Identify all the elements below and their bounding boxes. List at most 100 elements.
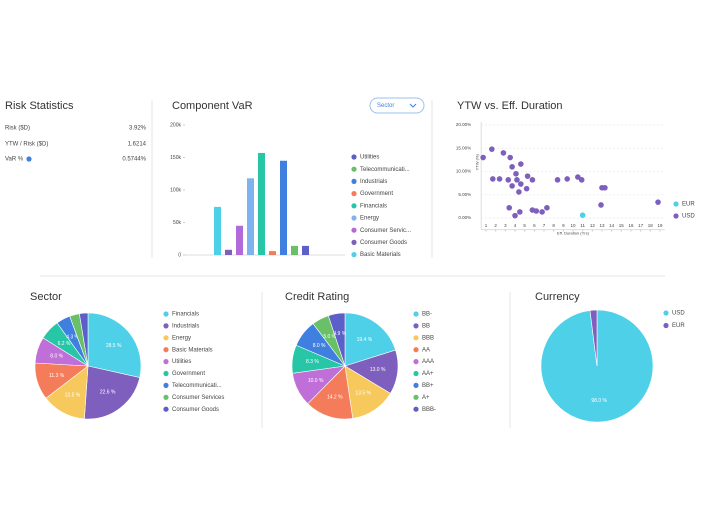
slice-label: 4.3 % [66, 334, 79, 340]
slice-label: 8.0 % [50, 353, 63, 359]
x-tick-label: 3 [504, 223, 507, 228]
slice-label: 13.0 % [370, 367, 386, 373]
chart-title: YTW vs. Eff. Duration [457, 100, 563, 112]
bar [247, 178, 254, 255]
legend-swatch [413, 394, 419, 400]
legend-label: USD [682, 214, 695, 220]
slice-label: 14.2 % [327, 395, 343, 401]
legend-label: USD [672, 311, 685, 317]
y-tick-label: 100k [170, 187, 181, 193]
legend-swatch [163, 359, 169, 365]
slice-label: 11.3 % [49, 373, 65, 379]
bar [291, 245, 298, 255]
scatter-point [517, 209, 523, 215]
scatter-point [529, 177, 536, 183]
scatter-point [513, 171, 519, 177]
x-tick-label: 11 [580, 223, 585, 228]
stat-label: Risk ($D) [5, 126, 30, 132]
scatter-point [533, 208, 540, 214]
legend-swatch [673, 213, 679, 219]
scatter-point [507, 154, 513, 161]
y-tick-label: 150k [170, 155, 181, 161]
x-tick-label: 17 [638, 223, 644, 228]
scatter-point [598, 202, 604, 208]
legend-swatch [351, 252, 357, 258]
scatter-point [575, 174, 581, 180]
slice-label: 22.6 % [100, 390, 116, 396]
legend-swatch [413, 406, 419, 412]
scatter-point [512, 212, 518, 219]
legend-swatch [413, 370, 419, 377]
scatter-point [509, 164, 515, 170]
legend-label: Basic Materials [172, 347, 213, 353]
scatter-point [516, 189, 522, 195]
legend-label: BBB- [422, 407, 436, 413]
scatter-point [489, 176, 496, 182]
legend-label: AA+ [422, 371, 434, 377]
scatter-point [496, 176, 503, 182]
legend-label: Utilities [172, 359, 191, 365]
dropdown-label[interactable]: Sector [377, 103, 394, 109]
pie-slice [589, 309, 598, 367]
slice-label: 19.4 % [357, 337, 373, 343]
scatter-point [506, 204, 513, 211]
stat-value: 1.6214 [128, 142, 147, 148]
legend-swatch [673, 201, 679, 207]
legend-swatch [413, 347, 419, 353]
legend-swatch [351, 239, 357, 245]
legend-label: Energy [360, 216, 379, 222]
x-tick-label: 16 [628, 223, 634, 228]
legend-label: Government [360, 191, 393, 197]
scatter-point [514, 177, 520, 183]
scatter-point [578, 177, 585, 183]
y-tick-label: 0 [178, 252, 181, 258]
scatter-point [579, 212, 586, 218]
y-axis-label: YTW (%) [474, 154, 479, 171]
legend-swatch [351, 166, 357, 172]
dropdown[interactable] [369, 97, 425, 114]
legend-swatch [351, 178, 357, 184]
pie-slice [79, 312, 89, 367]
x-tick-label: 10 [570, 223, 576, 228]
x-tick-label: 1 [485, 223, 488, 228]
chart-title: Credit Rating [285, 291, 349, 303]
legend-label: AA [422, 347, 430, 353]
legend-swatch [351, 154, 357, 160]
legend-swatch [413, 382, 419, 388]
y-tick-label: 0.00% [458, 215, 471, 220]
scatter-point [655, 199, 661, 205]
legend-label: Financials [360, 203, 387, 209]
legend-swatch [663, 322, 669, 329]
scatter-point [539, 209, 545, 215]
legend-swatch [413, 335, 419, 341]
legend-swatch [663, 310, 669, 316]
legend-swatch [351, 227, 357, 233]
scatter-point [602, 184, 608, 191]
stat-value: 3.92% [129, 126, 147, 132]
scatter-point [480, 154, 486, 161]
bar [269, 251, 276, 255]
chart-title: Component VaR [172, 100, 253, 112]
legend-swatch [413, 323, 419, 329]
info-icon[interactable] [26, 156, 32, 162]
x-tick-label: 4 [514, 223, 517, 228]
slice-label: 10.0 % [308, 378, 324, 384]
legend-swatch [163, 335, 169, 341]
slice-label: 4.9 % [333, 331, 346, 337]
slice-label: 13.5 % [355, 391, 371, 397]
legend-label: Energy [172, 335, 191, 341]
x-axis-label: Eff. Duration (Yrs) [557, 231, 590, 236]
legend-label: BB- [422, 312, 432, 318]
legend-swatch [413, 359, 419, 365]
x-tick-label: 9 [562, 223, 565, 228]
x-tick-label: 18 [648, 223, 654, 228]
dropdown-chevron[interactable] [409, 103, 417, 108]
scatter-point [564, 176, 571, 182]
bar [214, 206, 221, 255]
x-tick-label: 15 [619, 223, 625, 228]
stat-value: 0.5744% [122, 157, 146, 163]
x-tick-label: 2 [494, 223, 497, 228]
legend-label: Consumer Goods [172, 407, 219, 413]
chart-title: Sector [30, 291, 62, 303]
